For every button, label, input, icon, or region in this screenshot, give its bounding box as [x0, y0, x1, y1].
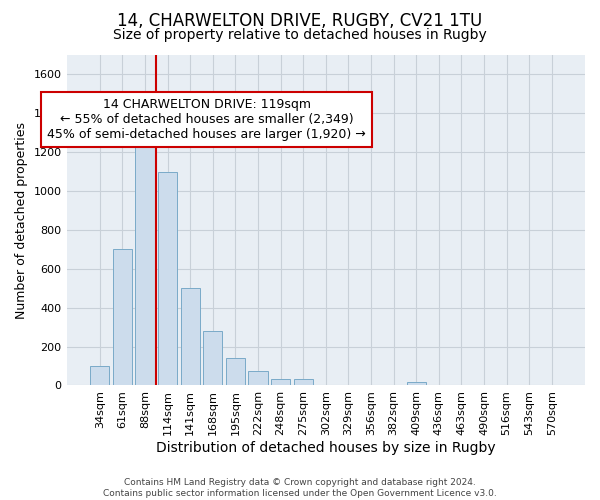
Bar	[293, 378, 313, 386]
Bar	[181, 288, 200, 386]
X-axis label: Distribution of detached houses by size in Rugby: Distribution of detached houses by size …	[156, 441, 496, 455]
Text: 14 CHARWELTON DRIVE: 119sqm
← 55% of detached houses are smaller (2,349)
45% of : 14 CHARWELTON DRIVE: 119sqm ← 55% of det…	[47, 98, 366, 141]
Bar	[136, 125, 155, 386]
Text: 14, CHARWELTON DRIVE, RUGBY, CV21 1TU: 14, CHARWELTON DRIVE, RUGBY, CV21 1TU	[118, 12, 482, 30]
Bar	[271, 378, 290, 386]
Bar	[248, 371, 268, 386]
Bar	[158, 172, 177, 386]
Y-axis label: Number of detached properties: Number of detached properties	[15, 122, 28, 318]
Bar	[203, 331, 223, 386]
Bar	[90, 366, 109, 386]
Bar	[113, 250, 132, 386]
Bar	[226, 358, 245, 386]
Bar	[407, 382, 426, 386]
Text: Contains HM Land Registry data © Crown copyright and database right 2024.
Contai: Contains HM Land Registry data © Crown c…	[103, 478, 497, 498]
Text: Size of property relative to detached houses in Rugby: Size of property relative to detached ho…	[113, 28, 487, 42]
